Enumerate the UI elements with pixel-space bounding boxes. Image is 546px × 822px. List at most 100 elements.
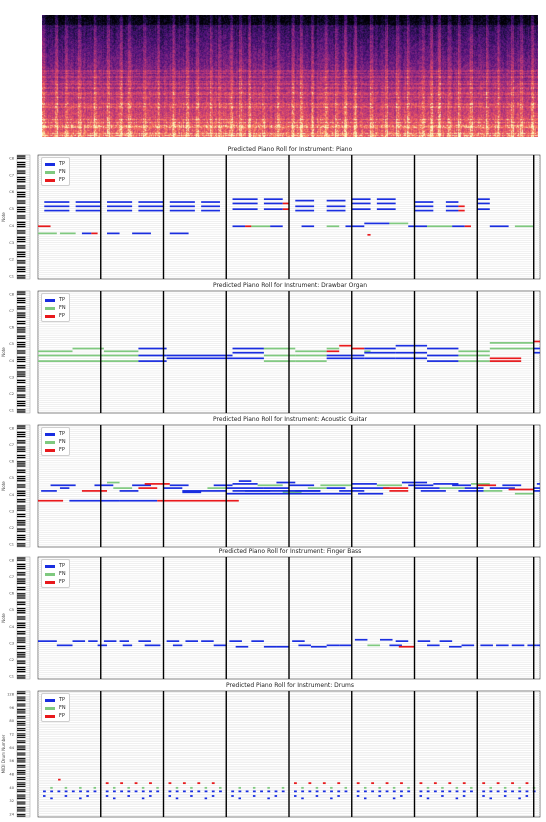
black-key: [17, 754, 26, 756]
note-tp: [281, 790, 285, 793]
note-fp: [458, 209, 465, 212]
black-key: [17, 301, 26, 304]
black-key: [17, 236, 26, 238]
legend-entry: FN: [45, 704, 66, 712]
note-fn: [295, 354, 327, 357]
note-fp: [197, 782, 201, 785]
legend-swatch: [45, 706, 55, 710]
note-tp: [141, 797, 145, 800]
note-tp: [138, 360, 167, 362]
black-key: [17, 572, 26, 574]
y-tick-label: 80: [9, 719, 14, 723]
chart-title: Predicted Piano Roll for Instrument: Pia…: [227, 146, 353, 153]
note-tp: [477, 208, 490, 211]
black-key: [17, 580, 26, 582]
legend-entry: TP: [45, 296, 66, 304]
note-tp: [452, 225, 465, 228]
black-key: [17, 360, 26, 363]
black-key: [17, 728, 26, 730]
note-tp: [292, 640, 305, 642]
y-tick-label: C3: [9, 641, 14, 645]
note-tp: [79, 790, 82, 793]
note-tp: [414, 201, 434, 203]
note-tp: [204, 797, 208, 800]
note-tp: [310, 645, 327, 648]
black-key: [17, 794, 26, 796]
note-tp: [378, 795, 381, 797]
note-tp: [276, 645, 289, 648]
black-key: [17, 475, 26, 478]
note-fn: [38, 360, 73, 362]
note-fp: [351, 347, 365, 350]
note-tp: [427, 360, 459, 362]
y-tick-label: C5: [9, 476, 14, 480]
y-tick-label: 128: [7, 693, 15, 697]
black-key: [17, 238, 26, 241]
y-tick-label: C2: [9, 658, 14, 662]
black-key: [17, 764, 26, 766]
note-tp: [138, 209, 164, 212]
note-fp: [282, 202, 289, 205]
black-key: [17, 440, 26, 442]
note-fp: [533, 340, 540, 343]
note-tp: [326, 199, 346, 202]
note-tp: [185, 640, 199, 642]
note-tp: [385, 790, 389, 793]
note-tp: [420, 490, 446, 492]
note-tp: [364, 222, 390, 225]
note-fp: [138, 487, 158, 489]
note-fn: [38, 350, 73, 353]
note-tp: [408, 484, 434, 487]
y-axis-label: MIDI Drum Number: [1, 734, 6, 773]
black-key: [17, 196, 26, 198]
black-key: [17, 260, 26, 262]
black-key: [17, 314, 26, 316]
y-tick-label: C1: [9, 543, 14, 547]
note-tp: [232, 225, 246, 228]
y-tick-label: 48: [9, 773, 14, 777]
note-tp: [354, 638, 368, 641]
y-tick-label: C4: [9, 493, 15, 497]
y-tick-label: C8: [9, 559, 15, 563]
black-key: [17, 622, 26, 624]
note-tp: [44, 201, 70, 203]
note-tp: [38, 640, 57, 642]
black-key: [17, 367, 26, 369]
black-key: [17, 515, 26, 518]
note-tp: [201, 205, 220, 208]
note-tp: [107, 201, 133, 203]
note-tp: [219, 790, 222, 793]
note-tp: [351, 483, 377, 485]
note-tp: [166, 357, 233, 360]
note-fn: [344, 786, 348, 789]
note-tp: [295, 205, 315, 208]
black-key: [17, 735, 26, 737]
legend-swatch: [45, 440, 55, 444]
legend-entry: FP: [45, 176, 66, 184]
legend-entry: FN: [45, 438, 66, 446]
note-tp: [449, 645, 462, 648]
note-tp: [169, 205, 195, 208]
legend-swatch: [45, 314, 55, 318]
note-fn: [72, 360, 104, 362]
note-fn: [263, 354, 296, 357]
black-key: [17, 745, 26, 747]
note-tp: [496, 790, 500, 793]
note-fn: [38, 232, 57, 235]
note-tp: [289, 484, 315, 487]
black-key: [17, 262, 26, 264]
note-fn: [156, 786, 159, 789]
black-key: [17, 215, 26, 217]
black-key: [17, 666, 26, 669]
black-key: [17, 247, 26, 249]
note-fp: [168, 782, 172, 785]
black-key: [17, 425, 26, 427]
y-tick-label: C8: [9, 427, 15, 431]
note-tp: [395, 344, 428, 347]
note-fn: [50, 786, 53, 789]
note-tp: [274, 790, 278, 793]
black-key: [17, 773, 26, 775]
black-key: [17, 350, 26, 352]
note-tp: [536, 644, 540, 647]
black-key: [17, 358, 26, 360]
